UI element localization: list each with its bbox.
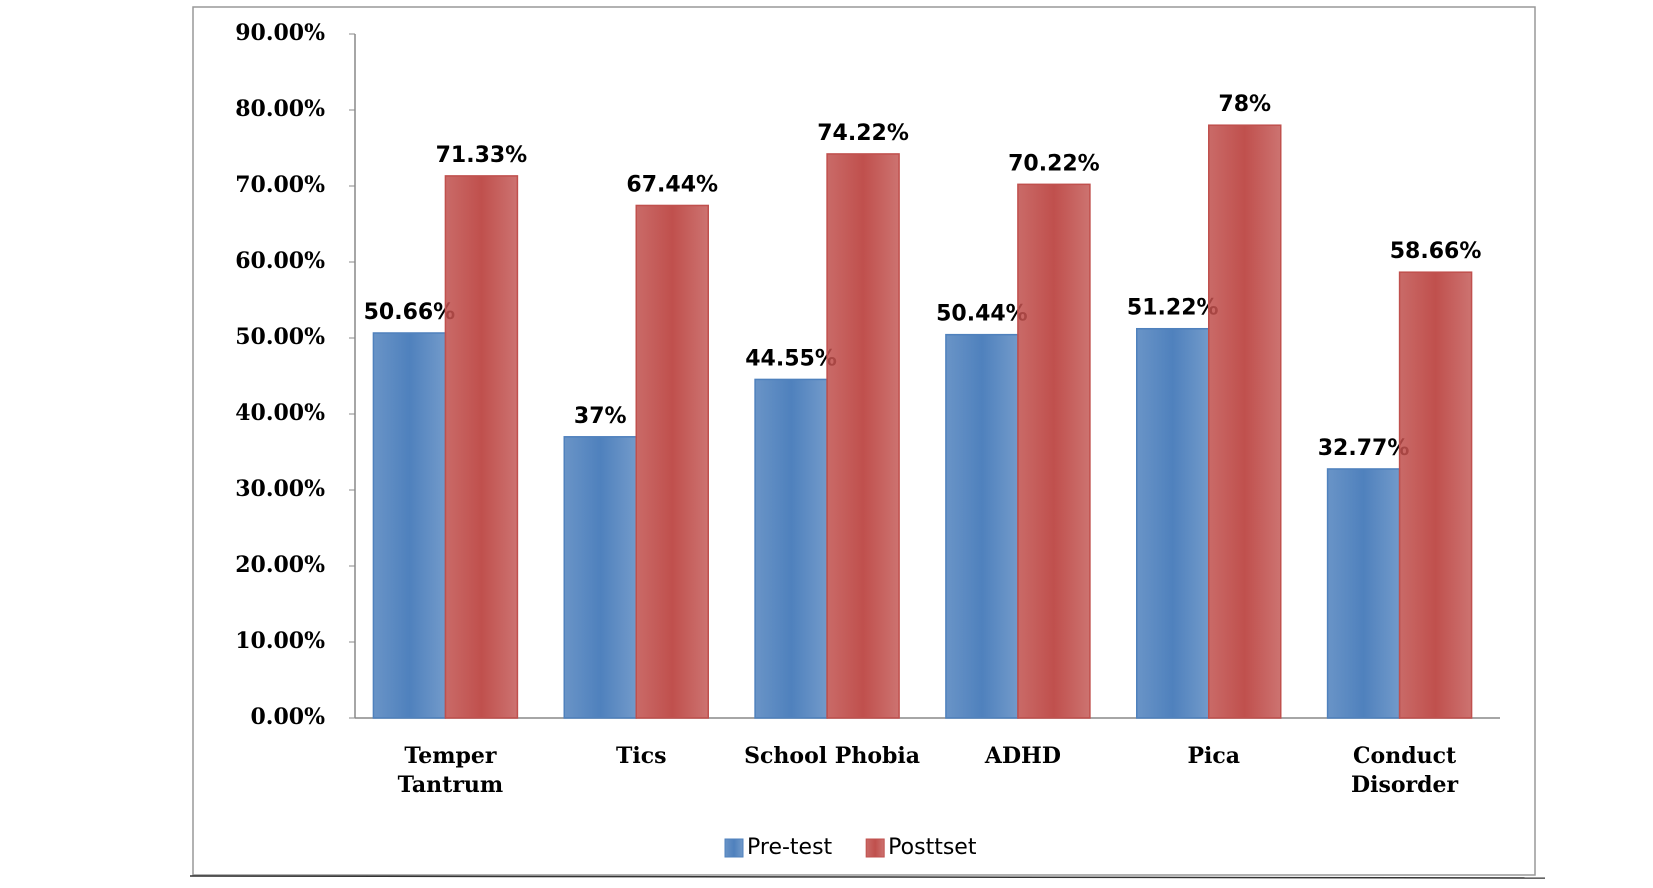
value-label: 70.22% bbox=[1008, 151, 1100, 176]
bar bbox=[563, 436, 637, 719]
y-tick-label: 90.00% bbox=[235, 20, 325, 46]
bar bbox=[945, 333, 1019, 719]
legend-label: Posttset bbox=[888, 835, 977, 860]
x-tick-label: Pica bbox=[1187, 743, 1240, 769]
y-tick-label: 70.00% bbox=[235, 172, 325, 198]
x-tick-label: School Phobia bbox=[744, 743, 920, 769]
y-tick-label: 0.00% bbox=[251, 704, 326, 730]
x-tick-label: Temper Tantrum bbox=[398, 743, 504, 798]
bar bbox=[635, 204, 709, 719]
y-tick-label: 80.00% bbox=[235, 96, 325, 122]
value-label: 50.66% bbox=[364, 300, 456, 325]
value-label: 44.55% bbox=[745, 346, 837, 371]
value-label: 74.22% bbox=[817, 121, 909, 146]
value-label: 50.44% bbox=[936, 302, 1028, 327]
value-label: 78% bbox=[1218, 92, 1271, 117]
bar bbox=[1208, 124, 1282, 719]
bar bbox=[1017, 183, 1091, 719]
legend-swatch bbox=[724, 838, 744, 858]
y-tick-label: 20.00% bbox=[235, 552, 325, 578]
value-label: 51.22% bbox=[1127, 296, 1219, 321]
legend-label: Pre-test bbox=[747, 835, 833, 860]
y-tick-label: 60.00% bbox=[235, 248, 325, 274]
value-label: 71.33% bbox=[436, 143, 528, 168]
x-tick-label: Tics bbox=[616, 743, 667, 769]
value-label: 37% bbox=[574, 404, 627, 429]
x-tick-label: ADHD bbox=[984, 743, 1061, 769]
bar bbox=[1326, 468, 1401, 719]
bar bbox=[1136, 327, 1210, 719]
bar bbox=[826, 153, 900, 719]
x-tick-label: Conduct Disorder bbox=[1351, 743, 1458, 798]
bar bbox=[754, 378, 828, 719]
y-tick-label: 40.00% bbox=[235, 400, 325, 426]
bar bbox=[1398, 271, 1473, 719]
y-tick-label: 30.00% bbox=[235, 476, 325, 502]
legend-swatch bbox=[865, 838, 885, 858]
y-tick-label: 50.00% bbox=[235, 324, 325, 350]
bar bbox=[444, 175, 519, 719]
value-label: 67.44% bbox=[626, 172, 718, 197]
y-tick-label: 10.00% bbox=[235, 628, 325, 654]
bar bbox=[372, 332, 447, 719]
value-label: 58.66% bbox=[1390, 239, 1482, 264]
value-label: 32.77% bbox=[1318, 436, 1410, 461]
page-rule bbox=[189, 875, 1546, 879]
